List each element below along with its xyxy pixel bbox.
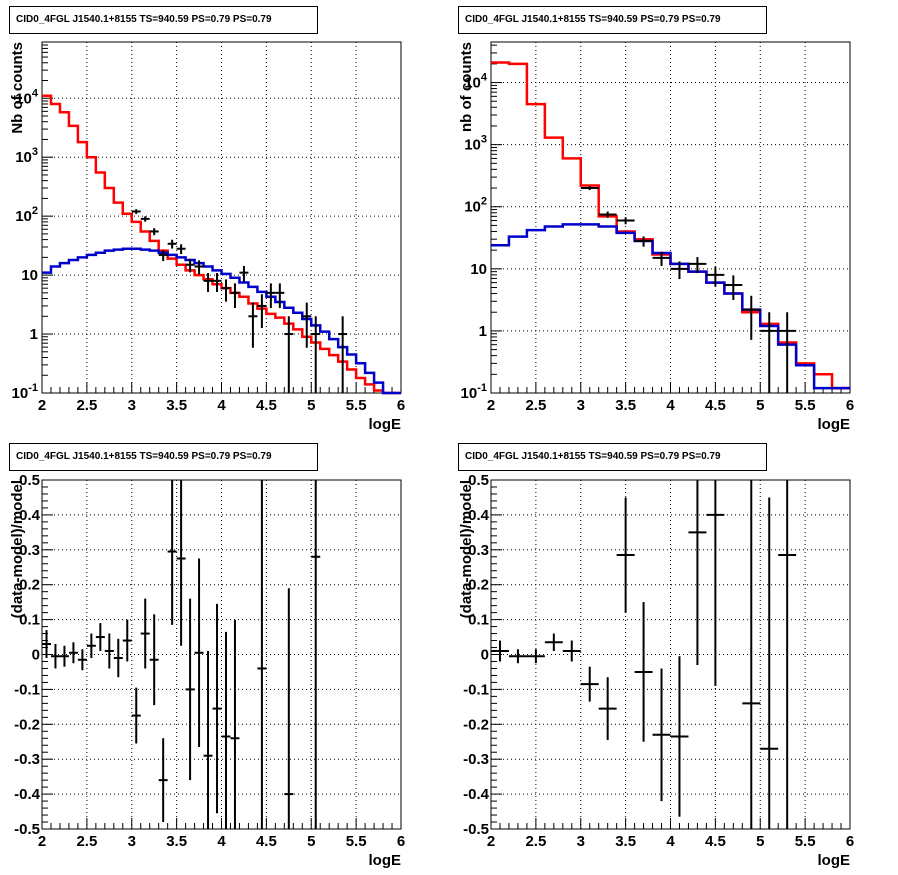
y-tick-label: 10-1 (461, 382, 487, 402)
panel-title: CID0_4FGL J1540.1+8155 TS=940.59 PS=0.79… (458, 443, 767, 471)
y-tick-label: -0.4 (14, 786, 41, 803)
x-tick-label: 2.5 (525, 397, 546, 414)
x-axis-label: logE (369, 852, 402, 869)
panel-counts-fine: CID0_4FGL J1540.1+8155 TS=940.59 PS=0.79… (0, 0, 449, 437)
y-tick-label: -0.3 (463, 751, 489, 768)
panel-title: CID0_4FGL J1540.1+8155 TS=940.59 PS=0.79… (9, 443, 318, 471)
x-tick-label: 3 (577, 833, 585, 850)
x-tick-label: 3 (128, 397, 136, 414)
x-tick-label: 3.5 (166, 397, 187, 414)
x-tick-label: 4 (217, 833, 226, 850)
model-step-line (42, 247, 401, 395)
chart-residuals-coarse: 2 2.5 3 3.5 4 4.5 5 5.5 6 -0.5 -0.4 -0.3 -0.2 -0.1 0 0.… (458, 472, 854, 869)
y-tick-label: 0.3 (468, 542, 489, 559)
x-axis-label: logE (818, 852, 851, 869)
x-tick-label: 3.5 (615, 833, 636, 850)
x-tick-label: 6 (846, 833, 854, 850)
panel-residuals-fine: CID0_4FGL J1540.1+8155 TS=940.59 PS=0.79… (0, 437, 449, 875)
x-tick-label: 4 (217, 397, 226, 414)
x-tick-label: 5.5 (346, 833, 367, 850)
x-tick-label: 2 (38, 397, 46, 414)
x-tick-label: 4.5 (256, 833, 277, 850)
y-tick-label: 0.2 (19, 577, 40, 594)
y-tick-label: 104 (464, 72, 488, 92)
x-tick-label: 5 (756, 397, 764, 414)
x-tick-label: 3.5 (615, 397, 636, 414)
chart-counts-coarse: 2 2.5 3 3.5 4 4.5 5 5.5 6 10-1 1 10 102 103 104 logE nb … (458, 41, 854, 433)
y-tick-label: 0.4 (468, 507, 490, 524)
x-tick-label: 3 (128, 833, 136, 850)
x-tick-label: 2 (487, 833, 495, 850)
x-tick-label: 4.5 (705, 397, 726, 414)
y-tick-label: 0.3 (19, 542, 40, 559)
y-tick-label: 103 (15, 146, 38, 166)
x-tick-label: 5 (756, 833, 764, 850)
x-tick-label: 2.5 (76, 833, 97, 850)
x-tick-label: 5.5 (346, 397, 367, 414)
y-tick-label: 0.2 (468, 577, 489, 594)
panel-counts-coarse: CID0_4FGL J1540.1+8155 TS=940.59 PS=0.79… (449, 0, 898, 437)
panel-title: CID0_4FGL J1540.1+8155 TS=940.59 PS=0.79… (458, 6, 767, 34)
x-tick-label: 3.5 (166, 833, 187, 850)
y-tick-label: 10 (21, 267, 38, 284)
y-tick-label: 104 (15, 87, 39, 107)
y-tick-label: -0.5 (463, 821, 489, 838)
x-axis-label: logE (818, 416, 851, 433)
y-axis-label: (data-model)/model (9, 480, 26, 618)
y-tick-label: 1 (479, 323, 487, 340)
y-tick-label: 0.5 (468, 472, 489, 489)
y-tick-label: 0.1 (19, 612, 40, 629)
x-tick-label: 6 (397, 833, 405, 850)
chart-counts-fine: 2 2.5 3 3.5 4 4.5 5 5.5 6 10-1 1 10 102 103 104 logE Nb … (9, 41, 405, 433)
x-tick-label: 2.5 (525, 833, 546, 850)
x-tick-label: 5 (307, 833, 315, 850)
y-axis-label: (data-model)/model (458, 480, 475, 618)
y-axis-label: nb of counts (458, 42, 475, 132)
x-tick-label: 5.5 (795, 833, 816, 850)
y-tick-label: -0.4 (463, 786, 490, 803)
x-tick-label: 4.5 (705, 833, 726, 850)
y-tick-label: -0.2 (463, 716, 489, 733)
y-tick-label: 10 (470, 261, 487, 278)
model-step-line (42, 94, 401, 395)
panel-title: CID0_4FGL J1540.1+8155 TS=940.59 PS=0.79… (9, 6, 318, 34)
panel-residuals-coarse: CID0_4FGL J1540.1+8155 TS=940.59 PS=0.79… (449, 437, 898, 875)
y-tick-label: -0.1 (14, 681, 40, 698)
y-tick-label: 103 (464, 134, 487, 154)
y-tick-label: 0.5 (19, 472, 40, 489)
x-tick-label: 5.5 (795, 397, 816, 414)
y-tick-label: 102 (464, 196, 487, 216)
chart-residuals-fine: 2 2.5 3 3.5 4 4.5 5 5.5 6 -0.5 -0.4 -0.3 -0.2 -0.1 0 0.… (9, 472, 405, 869)
y-axis-label: Nb of counts (9, 42, 26, 134)
x-tick-label: 6 (397, 397, 405, 414)
y-tick-label: 0.4 (19, 507, 41, 524)
y-tick-label: -0.5 (14, 821, 40, 838)
y-tick-label: 0 (481, 647, 489, 664)
x-tick-label: 5 (307, 397, 315, 414)
x-tick-label: 4.5 (256, 397, 277, 414)
x-tick-label: 2.5 (76, 397, 97, 414)
y-tick-label: 1 (30, 326, 38, 343)
y-tick-label: 0 (32, 647, 40, 664)
y-tick-label: 0.1 (468, 612, 489, 629)
y-tick-label: 10-1 (12, 382, 38, 402)
x-tick-label: 2 (38, 833, 46, 850)
x-tick-label: 4 (666, 833, 675, 850)
y-tick-label: -0.1 (463, 681, 489, 698)
y-tick-label: -0.2 (14, 716, 40, 733)
y-tick-label: -0.3 (14, 751, 40, 768)
x-tick-label: 4 (666, 397, 675, 414)
x-tick-label: 3 (577, 397, 585, 414)
y-tick-label: 102 (15, 205, 38, 225)
x-tick-label: 6 (846, 397, 854, 414)
x-axis-label: logE (369, 416, 402, 433)
x-tick-label: 2 (487, 397, 495, 414)
